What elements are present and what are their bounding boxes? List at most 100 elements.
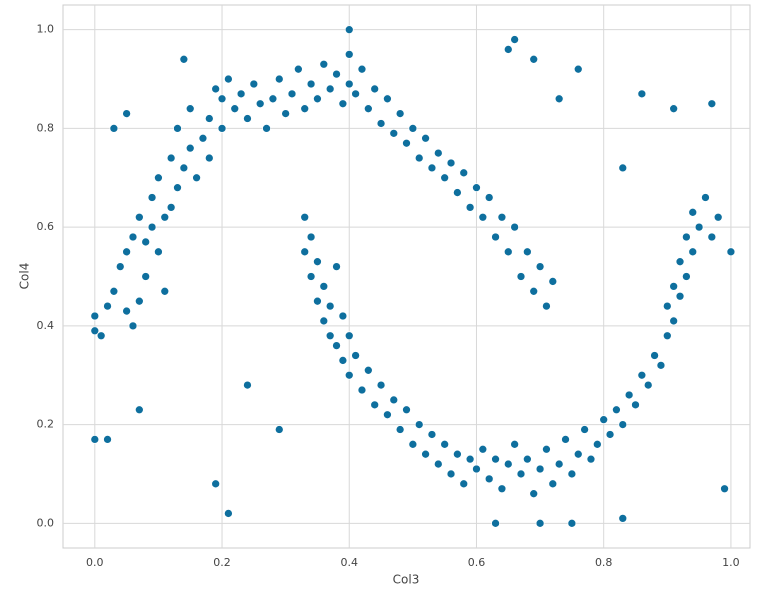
point bbox=[402, 405, 411, 415]
point bbox=[179, 54, 189, 64]
point bbox=[344, 331, 354, 341]
point bbox=[325, 331, 335, 341]
point bbox=[669, 282, 679, 291]
point bbox=[389, 395, 399, 405]
point bbox=[624, 390, 634, 400]
point bbox=[484, 474, 494, 484]
point bbox=[459, 479, 469, 489]
point bbox=[516, 469, 526, 479]
point bbox=[433, 148, 443, 158]
point bbox=[90, 435, 100, 444]
point bbox=[605, 430, 615, 439]
point bbox=[287, 89, 297, 99]
point bbox=[529, 54, 539, 64]
point bbox=[618, 420, 628, 429]
point bbox=[637, 370, 647, 380]
point bbox=[650, 351, 659, 360]
point bbox=[675, 257, 685, 267]
point bbox=[491, 454, 500, 464]
point bbox=[440, 173, 450, 183]
x-axis-label: Col3 bbox=[393, 573, 420, 587]
point bbox=[224, 74, 233, 84]
point bbox=[682, 272, 691, 281]
point bbox=[325, 84, 335, 94]
point bbox=[338, 99, 348, 109]
point bbox=[561, 435, 570, 444]
point bbox=[154, 173, 163, 183]
point bbox=[529, 286, 539, 296]
point bbox=[465, 203, 475, 212]
point bbox=[103, 435, 112, 444]
point bbox=[408, 124, 418, 133]
point bbox=[421, 449, 430, 459]
point bbox=[134, 405, 144, 415]
point bbox=[523, 247, 532, 257]
point bbox=[122, 306, 131, 316]
point bbox=[274, 425, 284, 434]
point bbox=[128, 232, 138, 242]
point bbox=[503, 45, 513, 54]
x-tick-label: 0.8 bbox=[595, 556, 613, 569]
point bbox=[109, 286, 119, 296]
point bbox=[319, 282, 329, 291]
point bbox=[612, 405, 621, 415]
point bbox=[90, 326, 100, 336]
point bbox=[529, 489, 539, 499]
point bbox=[255, 99, 265, 109]
point bbox=[224, 509, 233, 518]
plot-area bbox=[62, 4, 751, 549]
point bbox=[338, 356, 348, 365]
y-tick-label: 0.4 bbox=[37, 319, 55, 332]
point bbox=[344, 50, 354, 59]
point bbox=[103, 301, 112, 311]
point bbox=[319, 59, 329, 69]
point bbox=[134, 296, 144, 306]
point bbox=[453, 449, 462, 459]
point bbox=[662, 331, 672, 341]
point bbox=[472, 183, 481, 192]
point bbox=[592, 439, 602, 449]
point bbox=[230, 104, 240, 114]
point bbox=[554, 459, 564, 469]
point bbox=[573, 64, 583, 74]
point bbox=[147, 222, 157, 232]
point bbox=[421, 133, 430, 143]
point bbox=[395, 425, 405, 434]
point bbox=[548, 277, 558, 286]
point bbox=[313, 296, 322, 306]
point bbox=[491, 518, 500, 528]
point bbox=[535, 464, 545, 474]
point bbox=[344, 79, 354, 89]
point bbox=[204, 114, 214, 123]
point bbox=[713, 212, 723, 222]
point bbox=[332, 262, 341, 271]
point bbox=[262, 124, 271, 133]
point bbox=[122, 247, 131, 257]
x-tick-label: 0.4 bbox=[341, 556, 359, 569]
point bbox=[204, 153, 214, 163]
point bbox=[147, 193, 157, 202]
point bbox=[211, 84, 221, 94]
point bbox=[707, 232, 717, 242]
point bbox=[535, 262, 545, 271]
point bbox=[459, 168, 469, 178]
point bbox=[96, 331, 106, 341]
point bbox=[618, 163, 628, 173]
point bbox=[440, 439, 450, 449]
point bbox=[516, 272, 526, 281]
point bbox=[154, 247, 163, 257]
point bbox=[179, 163, 189, 173]
point bbox=[344, 370, 354, 380]
point bbox=[675, 291, 685, 301]
y-tick-label: 0.6 bbox=[37, 220, 55, 233]
point bbox=[510, 222, 519, 232]
point bbox=[198, 133, 208, 143]
point bbox=[383, 410, 392, 420]
point bbox=[141, 272, 151, 281]
point bbox=[720, 484, 729, 494]
point bbox=[249, 79, 259, 89]
point bbox=[160, 212, 170, 222]
point bbox=[599, 415, 609, 425]
point bbox=[427, 163, 437, 173]
